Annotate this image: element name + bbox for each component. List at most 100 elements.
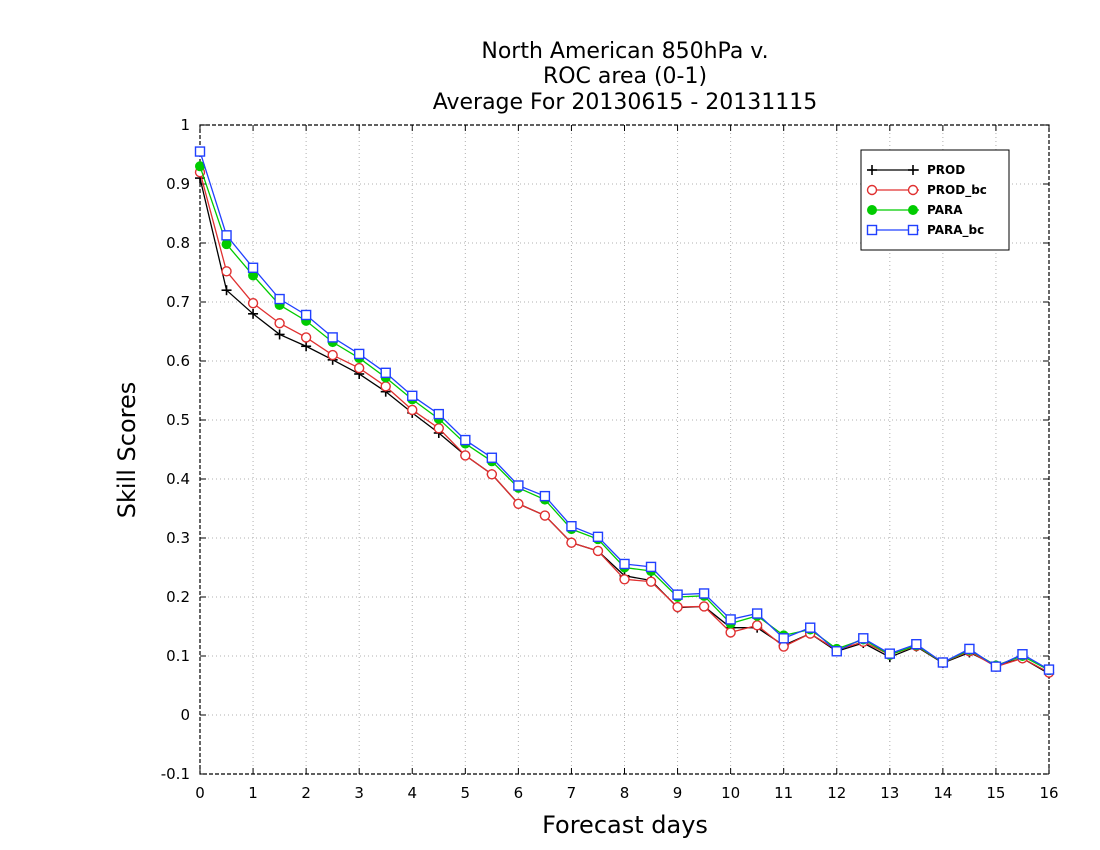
data-point-para-bc	[300, 309, 312, 321]
data-point-para-bc	[884, 648, 896, 659]
legend-item-para-bc: PARA_bc	[866, 223, 984, 238]
data-point-para-bc	[805, 622, 816, 633]
x-tick-label: 2	[301, 784, 311, 802]
data-point-prod-bc	[460, 450, 471, 461]
y-tick-label: 0.2	[166, 588, 190, 606]
legend-marker	[907, 184, 919, 196]
legend-marker	[866, 184, 878, 196]
data-point-prod-bc	[672, 601, 683, 613]
legend: PROD PROD_bc PARA PARA_bc	[860, 149, 1010, 251]
legend-label: PARA_bc	[927, 223, 984, 238]
legend-marker	[867, 205, 877, 215]
y-tick-label: 0.5	[166, 411, 190, 429]
data-point-para-bc	[911, 639, 922, 650]
data-point-prod-bc	[221, 266, 232, 277]
series-para-bc	[194, 146, 1055, 675]
x-tick-label: 13	[880, 784, 899, 802]
y-axis-label: Skill Scores	[113, 382, 141, 519]
y-tick-label: 1	[180, 116, 190, 134]
data-point-prod	[248, 308, 259, 319]
legend-marker	[908, 205, 918, 215]
data-point-para-bc	[460, 434, 471, 446]
y-tick-label: 0.8	[166, 234, 190, 252]
x-tick-label: 10	[721, 784, 740, 802]
data-point-prod-bc	[645, 576, 657, 587]
data-point-para-bc	[858, 633, 869, 644]
data-point-para-bc	[221, 230, 232, 241]
data-point-para-bc	[698, 588, 710, 599]
x-tick-label: 15	[986, 784, 1005, 802]
x-tick-label: 7	[567, 784, 577, 802]
data-point-para-bc	[937, 657, 949, 668]
legend-item-prod: PROD	[867, 163, 965, 177]
data-point-para-bc	[353, 348, 365, 360]
data-point-para-bc	[327, 332, 338, 343]
series	[194, 146, 1055, 679]
legend-marker	[866, 224, 878, 236]
x-tick-label: 1	[248, 784, 258, 802]
x-tick-label: 4	[407, 784, 417, 802]
legend-item-para: PARA	[867, 203, 963, 217]
data-point-prod-bc	[592, 545, 604, 557]
data-point-para-bc	[592, 531, 604, 543]
x-tick-label: 8	[620, 784, 630, 802]
data-point-prod-bc	[725, 627, 736, 638]
data-point-prod-bc	[619, 574, 630, 585]
x-tick-label: 0	[195, 784, 205, 802]
legend-marker	[908, 165, 918, 175]
data-point-para-bc	[672, 589, 683, 600]
y-tick-label: 0	[180, 706, 190, 724]
legend-item-prod-bc: PROD_bc	[866, 183, 987, 198]
data-point-para-bc	[433, 408, 444, 420]
data-point-prod-bc	[300, 332, 312, 343]
legend-box	[860, 149, 1010, 251]
data-point-para-bc	[486, 452, 498, 463]
data-point-para-bc	[619, 558, 630, 570]
data-point-prod	[301, 341, 312, 352]
data-point-para-bc	[645, 561, 657, 573]
data-point-para-bc	[407, 390, 418, 402]
data-point-prod	[274, 329, 285, 340]
y-tick-label: 0.6	[166, 352, 190, 370]
x-tick-label: 3	[354, 784, 364, 802]
data-point-prod-bc	[513, 498, 524, 509]
x-tick-label: 16	[1039, 784, 1058, 802]
data-point-para-bc	[778, 633, 789, 644]
axis-ticks: 0 1 2 3 4 5 6 7 8 9 10 11 12 13 14 15 16-0.100.10.20.30.…	[161, 116, 1059, 802]
data-point-para-bc	[990, 661, 1002, 672]
y-tick-label: -0.1	[161, 765, 190, 783]
data-point-prod-bc	[698, 601, 710, 612]
legend-marker	[907, 224, 919, 236]
data-point-prod-bc	[380, 381, 391, 392]
data-point-para-bc	[539, 490, 551, 502]
legend-label: PROD_bc	[927, 183, 987, 198]
y-tick-label: 0.4	[166, 470, 190, 488]
data-point-prod-bc	[407, 404, 418, 416]
x-tick-label: 14	[933, 784, 952, 802]
data-point-para-bc	[964, 643, 975, 655]
legend-label: PROD	[927, 163, 965, 177]
data-point-prod-bc	[247, 297, 259, 309]
data-point-prod-bc	[433, 423, 444, 434]
data-point-para-bc	[1043, 664, 1055, 675]
data-point-prod-bc	[539, 510, 551, 521]
data-point-prod-bc	[486, 469, 498, 480]
y-tick-label: 0.7	[166, 293, 190, 311]
data-point-para	[221, 239, 232, 250]
y-tick-label: 0.9	[166, 175, 190, 193]
data-point-para-bc	[513, 480, 524, 491]
data-point-para-bc	[751, 608, 763, 619]
x-tick-label: 11	[774, 784, 793, 802]
data-point-para-bc	[831, 646, 842, 657]
x-tick-label: 9	[673, 784, 683, 802]
chart-title-line-3: Average For 20130615 - 20131115	[433, 90, 818, 115]
data-point-prod-bc	[327, 349, 338, 361]
data-point-prod-bc	[751, 620, 763, 631]
data-point-prod-bc	[566, 537, 577, 548]
data-point-para-bc	[566, 521, 577, 532]
data-point-para-bc	[247, 262, 259, 273]
x-axis-label: Forecast days	[542, 811, 708, 839]
data-point-prod-bc	[353, 362, 365, 374]
x-tick-label: 12	[827, 784, 846, 802]
